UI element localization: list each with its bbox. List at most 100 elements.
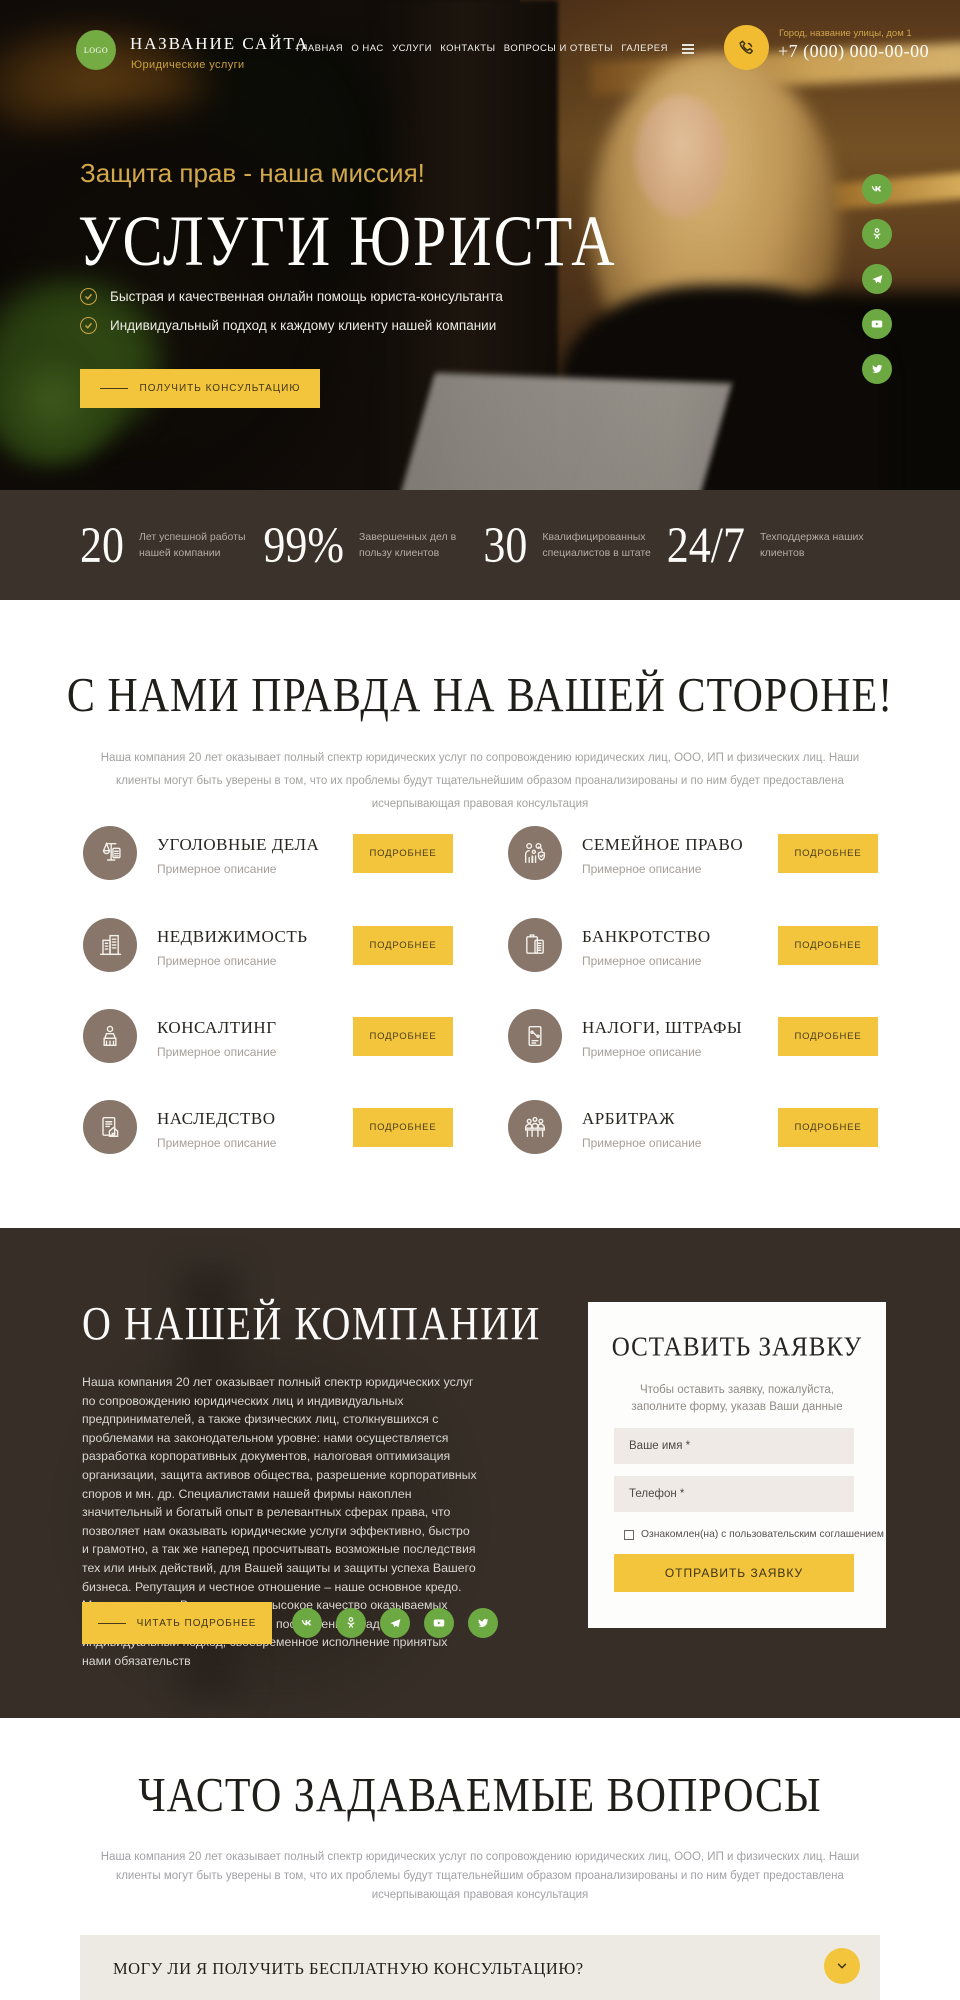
service-title: НЕДВИЖИМОСТЬ [157, 927, 308, 946]
service-more-button[interactable]: ПОДРОБНЕЕ [778, 834, 878, 873]
service-more-button[interactable]: ПОДРОБНЕЕ [353, 834, 453, 873]
stat-label: Квалифицированных специалистов в штате [542, 531, 651, 559]
check-icon [80, 317, 97, 334]
family-icon [524, 842, 546, 864]
twitter-icon[interactable] [862, 354, 892, 384]
service-arbitration: АРБИТРАЖ Примерное описание ПОДРОБНЕЕ [508, 1100, 878, 1156]
about-bg-shade [60, 1308, 480, 1718]
nav-item-contacts[interactable]: КОНТАКТЫ [440, 43, 496, 54]
service-title: УГОЛОВНЫЕ ДЕЛА [157, 835, 320, 854]
get-consultation-button[interactable]: ПОЛУЧИТЬ КОНСУЛЬТАЦИЮ [80, 369, 320, 408]
logo[interactable]: LOGO [76, 30, 116, 70]
youtube-icon[interactable] [862, 309, 892, 339]
hero-bullet-text: Быстрая и качественная онлайн помощь юри… [110, 289, 503, 304]
service-more-button[interactable]: ПОДРОБНЕЕ [353, 926, 453, 965]
telegram-icon[interactable] [862, 264, 892, 294]
service-more-button[interactable]: ПОДРОБНЕЕ [778, 1108, 878, 1147]
hero-section [0, 0, 960, 490]
odnoklassniki-icon[interactable] [862, 219, 892, 249]
service-bankruptcy: БАНКРОТСТВО Примерное описание ПОДРОБНЕЕ [508, 918, 878, 974]
hero-title: УСЛУГИ ЮРИСТА [78, 201, 617, 281]
hero-bullet-text: Индивидуальный подход к каждому клиенту … [110, 318, 497, 333]
read-more-label: ЧИТАТЬ ПОДРОБНЕЕ [136, 1617, 257, 1629]
name-input[interactable] [614, 1428, 854, 1464]
vk-icon[interactable] [292, 1608, 322, 1638]
stats-bar: 20 Лет успешной работы нашей компании 99… [0, 490, 960, 600]
header-phone-number[interactable]: +7 (000) 000-00-00 [778, 41, 930, 61]
stat-label: Лет успешной работы нашей компании [139, 531, 246, 559]
hero-bullet-1: Быстрая и качественная онлайн помощь юри… [80, 288, 503, 305]
get-consultation-label: ПОЛУЧИТЬ КОНСУЛЬТАЦИЮ [139, 383, 301, 394]
service-title: СЕМЕЙНОЕ ПРАВО [582, 835, 744, 854]
checkbox-icon[interactable] [624, 1529, 634, 1540]
service-taxes: НАЛОГИ, ШТРАФЫ Примерное описание ПОДРОБ… [508, 1009, 878, 1065]
stat-cases: 99% Завершенных дел в пользу клиентов [263, 517, 479, 573]
nav-item-services[interactable]: УСЛУГИ [392, 43, 432, 54]
service-more-button[interactable]: ПОДРОБНЕЕ [778, 1017, 878, 1056]
button-dash [97, 1622, 126, 1624]
agreement-label: Ознакомлен(на) с пользовательским соглаш… [641, 1529, 884, 1540]
consulting-icon [103, 1025, 117, 1047]
service-title: КОНСАЛТИНГ [157, 1018, 277, 1037]
faq-question: МОГУ ЛИ Я ПОЛУЧИТЬ БЕСПЛАТНУЮ КОНСУЛЬТАЦ… [113, 1959, 584, 1978]
inheritance-icon [102, 1116, 119, 1138]
scales-icon [102, 841, 121, 861]
hero-bullet-2: Индивидуальный подход к каждому клиенту … [80, 317, 496, 334]
service-description: Примерное описание [582, 954, 702, 968]
stat-support: 24/7 Техподдержка наших клиентов [667, 517, 880, 573]
site-name: НАЗВАНИЕ САЙТА [130, 34, 310, 53]
menu-icon[interactable] [682, 44, 694, 56]
service-title: АРБИТРАЖ [582, 1109, 675, 1128]
service-description: Примерное описание [582, 862, 702, 876]
stat-years: 20 Лет успешной работы нашей компании [80, 517, 259, 573]
services-heading: С НАМИ ПРАВДА НА ВАШЕЙ СТОРОНЕ! [66, 669, 894, 723]
chevron-down-icon [837, 1963, 847, 1969]
faq-expand-button[interactable] [824, 1948, 860, 1984]
faq-accordion-item[interactable]: МОГУ ЛИ Я ПОЛУЧИТЬ БЕСПЛАТНУЮ КОНСУЛЬТАЦ… [80, 1935, 880, 2000]
service-family: СЕМЕЙНОЕ ПРАВО Примерное описание ПОДРОБ… [508, 826, 878, 882]
phone-icon [738, 39, 753, 54]
service-description: Примерное описание [582, 1045, 702, 1059]
service-criminal: УГОЛОВНЫЕ ДЕЛА Примерное описание ПОДРОБ… [83, 826, 453, 882]
services-intro: Наша компания 20 лет оказывает полный сп… [100, 752, 860, 810]
arbitration-icon [524, 1116, 546, 1138]
agreement-checkbox[interactable]: Ознакомлен(на) с пользовательским соглаш… [624, 1529, 884, 1540]
about-socials [292, 1608, 498, 1638]
stat-value: 20 [80, 516, 124, 574]
nav-item-home[interactable]: ГЛАВНАЯ [296, 43, 344, 54]
request-form: ОСТАВИТЬ ЗАЯВКУ Чтобы оставить заявку, п… [588, 1302, 886, 1628]
button-dash [99, 388, 128, 389]
nav-item-about[interactable]: О НАС [351, 43, 384, 54]
service-inheritance: НАСЛЕДСТВО Примерное описание ПОДРОБНЕЕ [83, 1100, 453, 1156]
service-title: НАЛОГИ, ШТРАФЫ [582, 1018, 743, 1037]
nav-item-faq[interactable]: ВОПРОСЫ И ОТВЕТЫ [503, 43, 614, 54]
submit-request-button[interactable]: ОТПРАВИТЬ ЗАЯВКУ [614, 1554, 854, 1592]
about-heading: О НАШЕЙ КОМПАНИИ [82, 1297, 541, 1351]
stat-specialists: 30 Квалифицированных специалистов в штат… [483, 517, 662, 573]
service-more-button[interactable]: ПОДРОБНЕЕ [353, 1017, 453, 1056]
read-more-button[interactable]: ЧИТАТЬ ПОДРОБНЕЕ [82, 1602, 272, 1644]
twitter-icon[interactable] [468, 1608, 498, 1638]
youtube-icon[interactable] [424, 1608, 454, 1638]
service-more-button[interactable]: ПОДРОБНЕЕ [353, 1108, 453, 1147]
faq-intro: Наша компания 20 лет оказывает полный сп… [100, 1851, 860, 1901]
vk-icon[interactable] [862, 174, 892, 204]
phone-call-button[interactable] [724, 25, 769, 70]
building-icon [99, 934, 122, 956]
stat-value: 99% [263, 516, 345, 574]
form-title: ОСТАВИТЬ ЗАЯВКУ [611, 1332, 863, 1363]
faq-heading: ЧАСТО ЗАДАВАЕМЫЕ ВОПРОСЫ [138, 1769, 822, 1823]
form-subtitle: Чтобы оставить заявку, пожалуйста, запол… [631, 1384, 843, 1413]
service-title: БАНКРОТСТВО [582, 927, 711, 946]
telegram-icon[interactable] [380, 1608, 410, 1638]
phone-input[interactable] [614, 1476, 854, 1512]
nav-item-gallery[interactable]: ГАЛЕРЕЯ [621, 43, 668, 54]
odnoklassniki-icon[interactable] [336, 1608, 366, 1638]
service-realestate: НЕДВИЖИМОСТЬ Примерное описание ПОДРОБНЕ… [83, 918, 453, 974]
service-title: НАСЛЕДСТВО [157, 1109, 276, 1128]
tax-icon [528, 1025, 542, 1047]
service-more-button[interactable]: ПОДРОБНЕЕ [778, 926, 878, 965]
hero-socials [862, 174, 892, 399]
service-description: Примерное описание [157, 862, 277, 876]
